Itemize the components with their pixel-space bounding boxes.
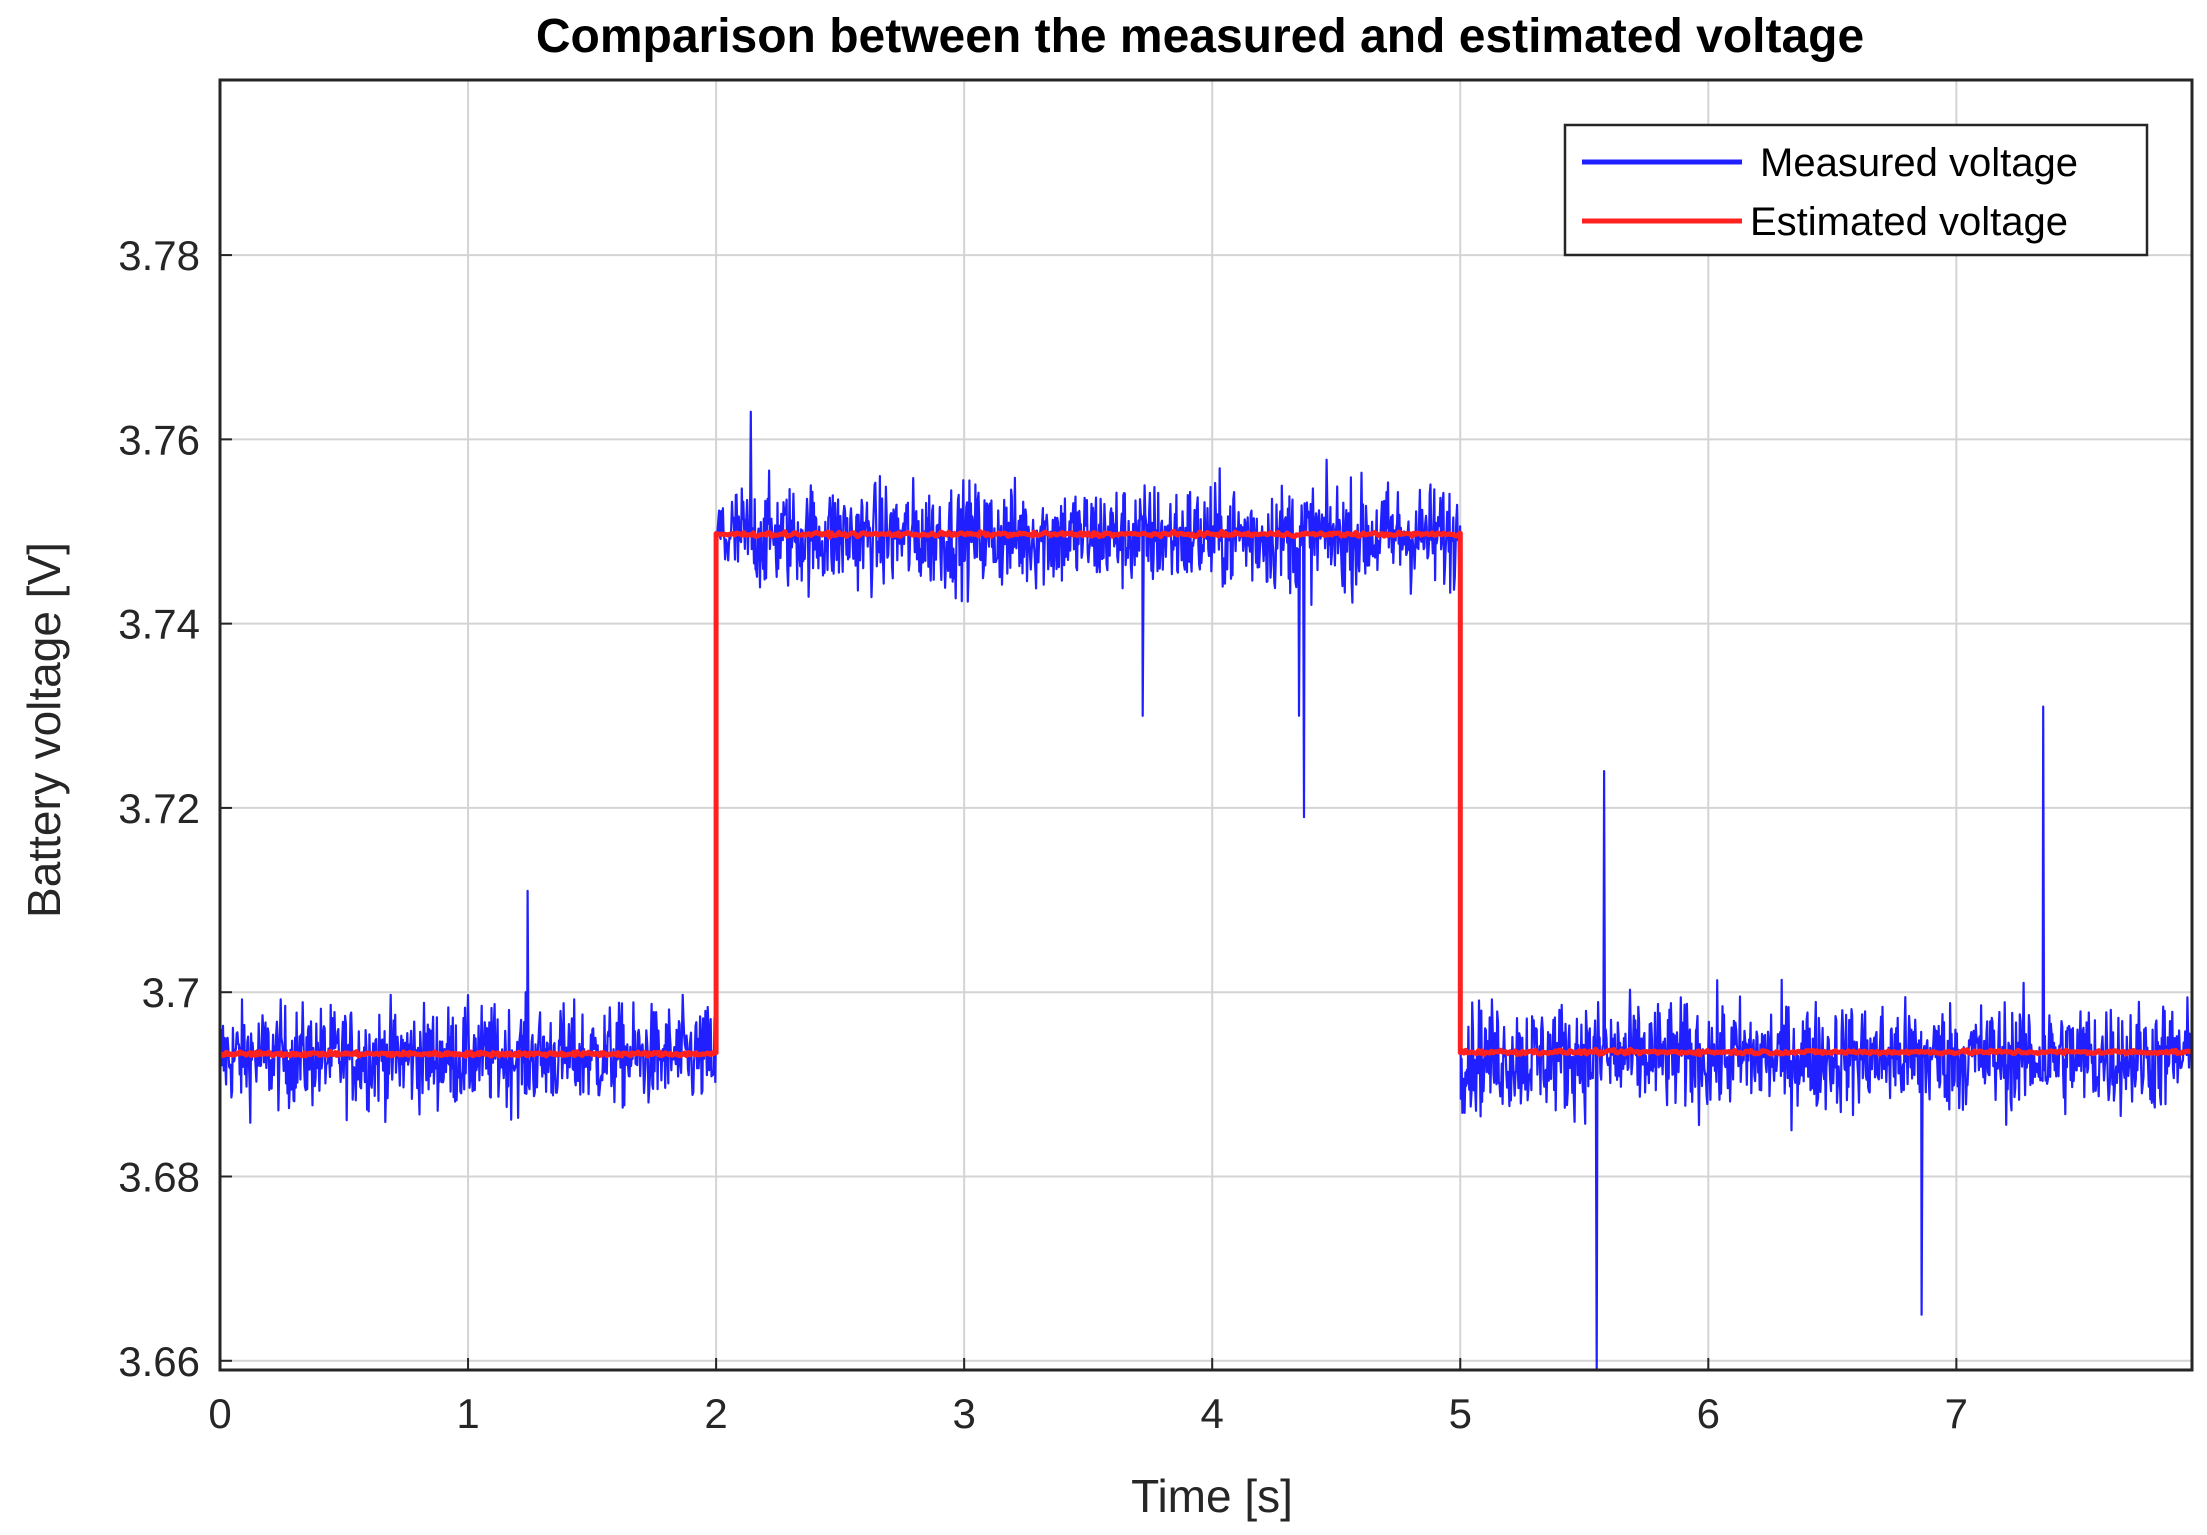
x-tick-label: 4 (1201, 1390, 1224, 1437)
axes-box (218, 78, 2194, 1372)
grid-lines (219, 80, 2192, 1370)
y-tick-label: 3.74 (118, 601, 200, 648)
series-measured-voltage (218, 410, 2194, 1372)
axis-ticks: 0 1 2 3 4 5 6 7 3.66 3.68 3.7 3.72 3.74 3.76 3.78 (118, 232, 1968, 1437)
chart-title: Comparison between the measured and esti… (536, 10, 1864, 63)
x-tick-label: 3 (952, 1390, 975, 1437)
x-tick-label: 6 (1697, 1390, 1720, 1437)
legend-estimated-label: Estimated voltage (1750, 200, 2068, 244)
measured-voltage-line (218, 410, 2194, 1372)
x-tick-label: 5 (1449, 1390, 1472, 1437)
y-tick-label: 3.76 (118, 416, 200, 463)
legend-measured-label: Measured voltage (1760, 141, 2078, 185)
x-axis-label: Time [s] (1131, 1470, 1293, 1522)
x-tick-label: 2 (704, 1390, 727, 1437)
y-tick-label: 3.66 (118, 1338, 200, 1385)
x-tick-label: 0 (208, 1390, 231, 1437)
y-tick-label: 3.68 (118, 1154, 200, 1201)
x-tick-label: 1 (456, 1390, 479, 1437)
legend: Measured voltage Estimated voltage (1563, 123, 2149, 257)
y-tick-label: 3.7 (142, 969, 200, 1016)
series-estimated-voltage (218, 528, 2193, 1059)
y-tick-label: 3.78 (118, 232, 200, 279)
x-tick-label: 7 (1945, 1390, 1968, 1437)
legend-box (1563, 123, 2149, 257)
y-tick-label: 3.72 (118, 785, 200, 832)
y-axis-label: Battery voltage [V] (18, 542, 70, 918)
estimated-voltage-line (218, 528, 2193, 1059)
